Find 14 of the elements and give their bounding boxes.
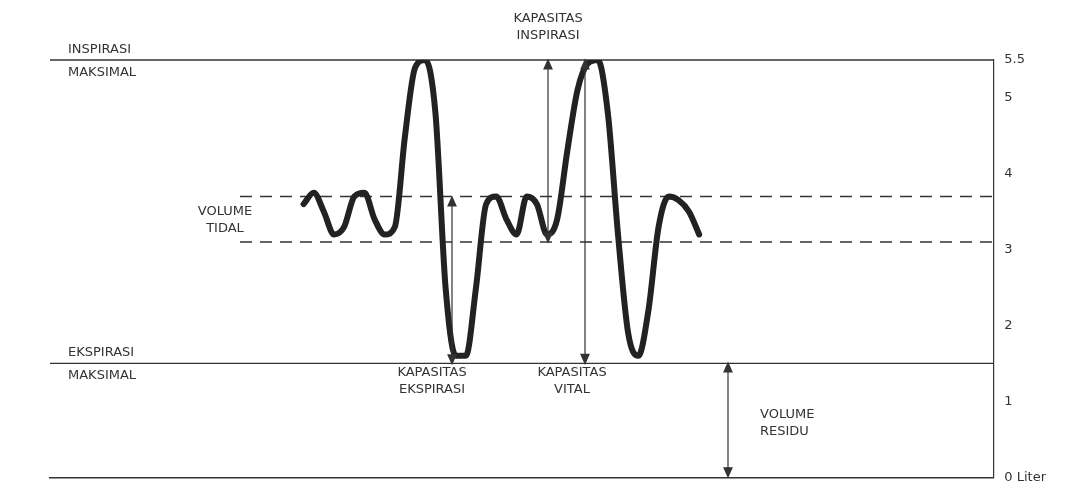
- y-tick-label: 5.5: [1004, 51, 1025, 67]
- y-tick-label: 1: [1004, 392, 1013, 408]
- annotation: VOLUME TIDAL: [197, 202, 253, 235]
- annotation: KAPASITAS EKSPIRASI: [397, 363, 467, 396]
- text: KAPASITAS INSPIRASI: [513, 9, 583, 42]
- ref-line-label: INSPIRASI MAKSIMAL: [68, 40, 137, 79]
- annotation: KAPASITAS VITAL: [537, 363, 607, 396]
- y-tick-label: 5: [1004, 89, 1013, 105]
- y-tick-label: 3: [1004, 241, 1013, 257]
- ref-line-label: EKSPIRASI MAKSIMAL: [68, 344, 137, 383]
- y-tick-label: 4: [1004, 165, 1013, 181]
- y-tick-label: 0 Liter: [1004, 468, 1047, 484]
- y-tick-label: 2: [1004, 316, 1013, 332]
- annotation: VOLUME RESIDU: [760, 405, 815, 438]
